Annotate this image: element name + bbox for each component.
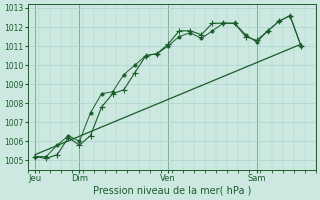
X-axis label: Pression niveau de la mer( hPa ): Pression niveau de la mer( hPa ) [92, 186, 251, 196]
